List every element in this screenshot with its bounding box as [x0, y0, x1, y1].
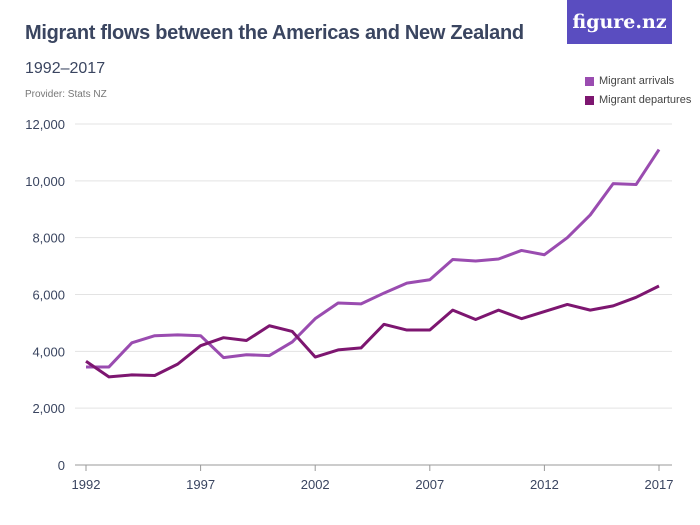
chart-subtitle: 1992–2017: [25, 60, 106, 77]
legend-label-arrivals: Migrant arrivals: [599, 75, 675, 87]
y-tick-label: 0: [58, 458, 65, 473]
series-line-arrivals: [86, 148, 661, 369]
series-line-departures: [85, 284, 660, 379]
legend: Migrant arrivals Migrant departures: [585, 75, 691, 113]
y-tick-label: 6,000: [32, 288, 65, 303]
legend-swatch-departures: [585, 95, 594, 105]
legend-label-departures: Migrant departures: [599, 94, 692, 106]
legend-item-departures: Migrant departures: [585, 94, 691, 106]
x-tick-label: 1992: [72, 477, 101, 492]
x-tick-label: 2012: [530, 477, 559, 492]
legend-item-arrivals: Migrant arrivals: [585, 75, 691, 87]
y-tick-label: 12,000: [25, 117, 65, 132]
chart-title: Migrant flows between the Americas and N…: [25, 22, 524, 44]
y-tick-label: 10,000: [25, 174, 65, 189]
y-tick-label: 8,000: [32, 231, 65, 246]
provider-label: Provider: Stats NZ: [25, 89, 107, 100]
figure-nz-logo[interactable]: figure.nz: [567, 0, 672, 44]
x-tick-label: 2002: [301, 477, 330, 492]
legend-swatch-arrivals: [585, 76, 594, 86]
x-tick-label: 2007: [415, 477, 444, 492]
y-tick-label: 2,000: [32, 401, 65, 416]
x-tick-label: 2017: [645, 477, 674, 492]
x-tick-label: 1997: [186, 477, 215, 492]
y-tick-label: 4,000: [32, 344, 65, 359]
